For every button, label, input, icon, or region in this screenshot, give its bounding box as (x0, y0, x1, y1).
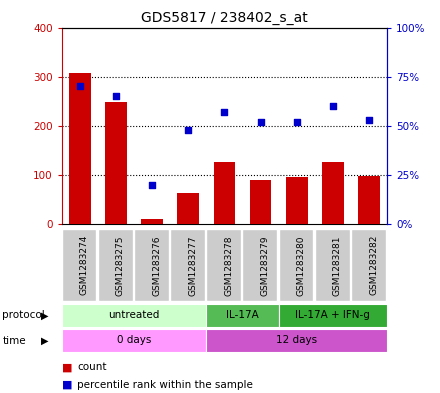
Bar (69, 73, 91, 224)
FancyBboxPatch shape (134, 230, 169, 301)
Text: IL-17A + IFN-g: IL-17A + IFN-g (296, 310, 370, 320)
Point (221, 109, 228, 115)
Point (330, 103, 337, 109)
Bar (322, 162, 344, 224)
Point (149, 182, 156, 188)
Text: untreated: untreated (108, 310, 160, 320)
FancyBboxPatch shape (315, 230, 349, 301)
FancyBboxPatch shape (62, 304, 206, 327)
Text: GSM1283274: GSM1283274 (80, 235, 89, 296)
Bar (213, 162, 235, 224)
Bar (105, 102, 127, 224)
FancyBboxPatch shape (279, 230, 313, 301)
FancyBboxPatch shape (242, 230, 277, 301)
FancyBboxPatch shape (170, 230, 205, 301)
FancyBboxPatch shape (62, 230, 96, 301)
Point (293, 119, 300, 125)
Text: GSM1283280: GSM1283280 (297, 235, 306, 296)
Text: ■: ■ (62, 380, 72, 390)
Text: 0 days: 0 days (117, 335, 151, 345)
Title: GDS5817 / 238402_s_at: GDS5817 / 238402_s_at (141, 11, 308, 25)
Text: ▶: ▶ (40, 336, 48, 346)
FancyBboxPatch shape (206, 329, 387, 353)
Text: IL-17A: IL-17A (226, 310, 259, 320)
Bar (141, 219, 163, 224)
FancyBboxPatch shape (351, 230, 386, 301)
Point (366, 117, 373, 123)
Point (185, 127, 192, 133)
FancyBboxPatch shape (206, 304, 279, 327)
Text: ▶: ▶ (40, 310, 48, 320)
FancyBboxPatch shape (98, 230, 132, 301)
Text: GSM1283276: GSM1283276 (152, 235, 161, 296)
Text: 12 days: 12 days (276, 335, 317, 345)
FancyBboxPatch shape (206, 230, 241, 301)
Text: GSM1283281: GSM1283281 (333, 235, 342, 296)
Point (76, 83, 83, 90)
Point (257, 119, 264, 125)
Text: ■: ■ (62, 362, 72, 373)
Bar (250, 180, 271, 224)
Text: GSM1283277: GSM1283277 (188, 235, 197, 296)
Text: percentile rank within the sample: percentile rank within the sample (77, 380, 253, 390)
Text: protocol: protocol (2, 310, 45, 320)
Bar (358, 176, 380, 224)
FancyBboxPatch shape (62, 329, 206, 353)
Text: GSM1283279: GSM1283279 (260, 235, 270, 296)
Point (112, 93, 119, 99)
Text: GSM1283278: GSM1283278 (224, 235, 233, 296)
Bar (286, 177, 308, 224)
Text: count: count (77, 362, 106, 373)
Text: time: time (2, 336, 26, 346)
Text: GSM1283282: GSM1283282 (369, 235, 378, 296)
Text: GSM1283275: GSM1283275 (116, 235, 125, 296)
Bar (177, 193, 199, 224)
FancyBboxPatch shape (279, 304, 387, 327)
